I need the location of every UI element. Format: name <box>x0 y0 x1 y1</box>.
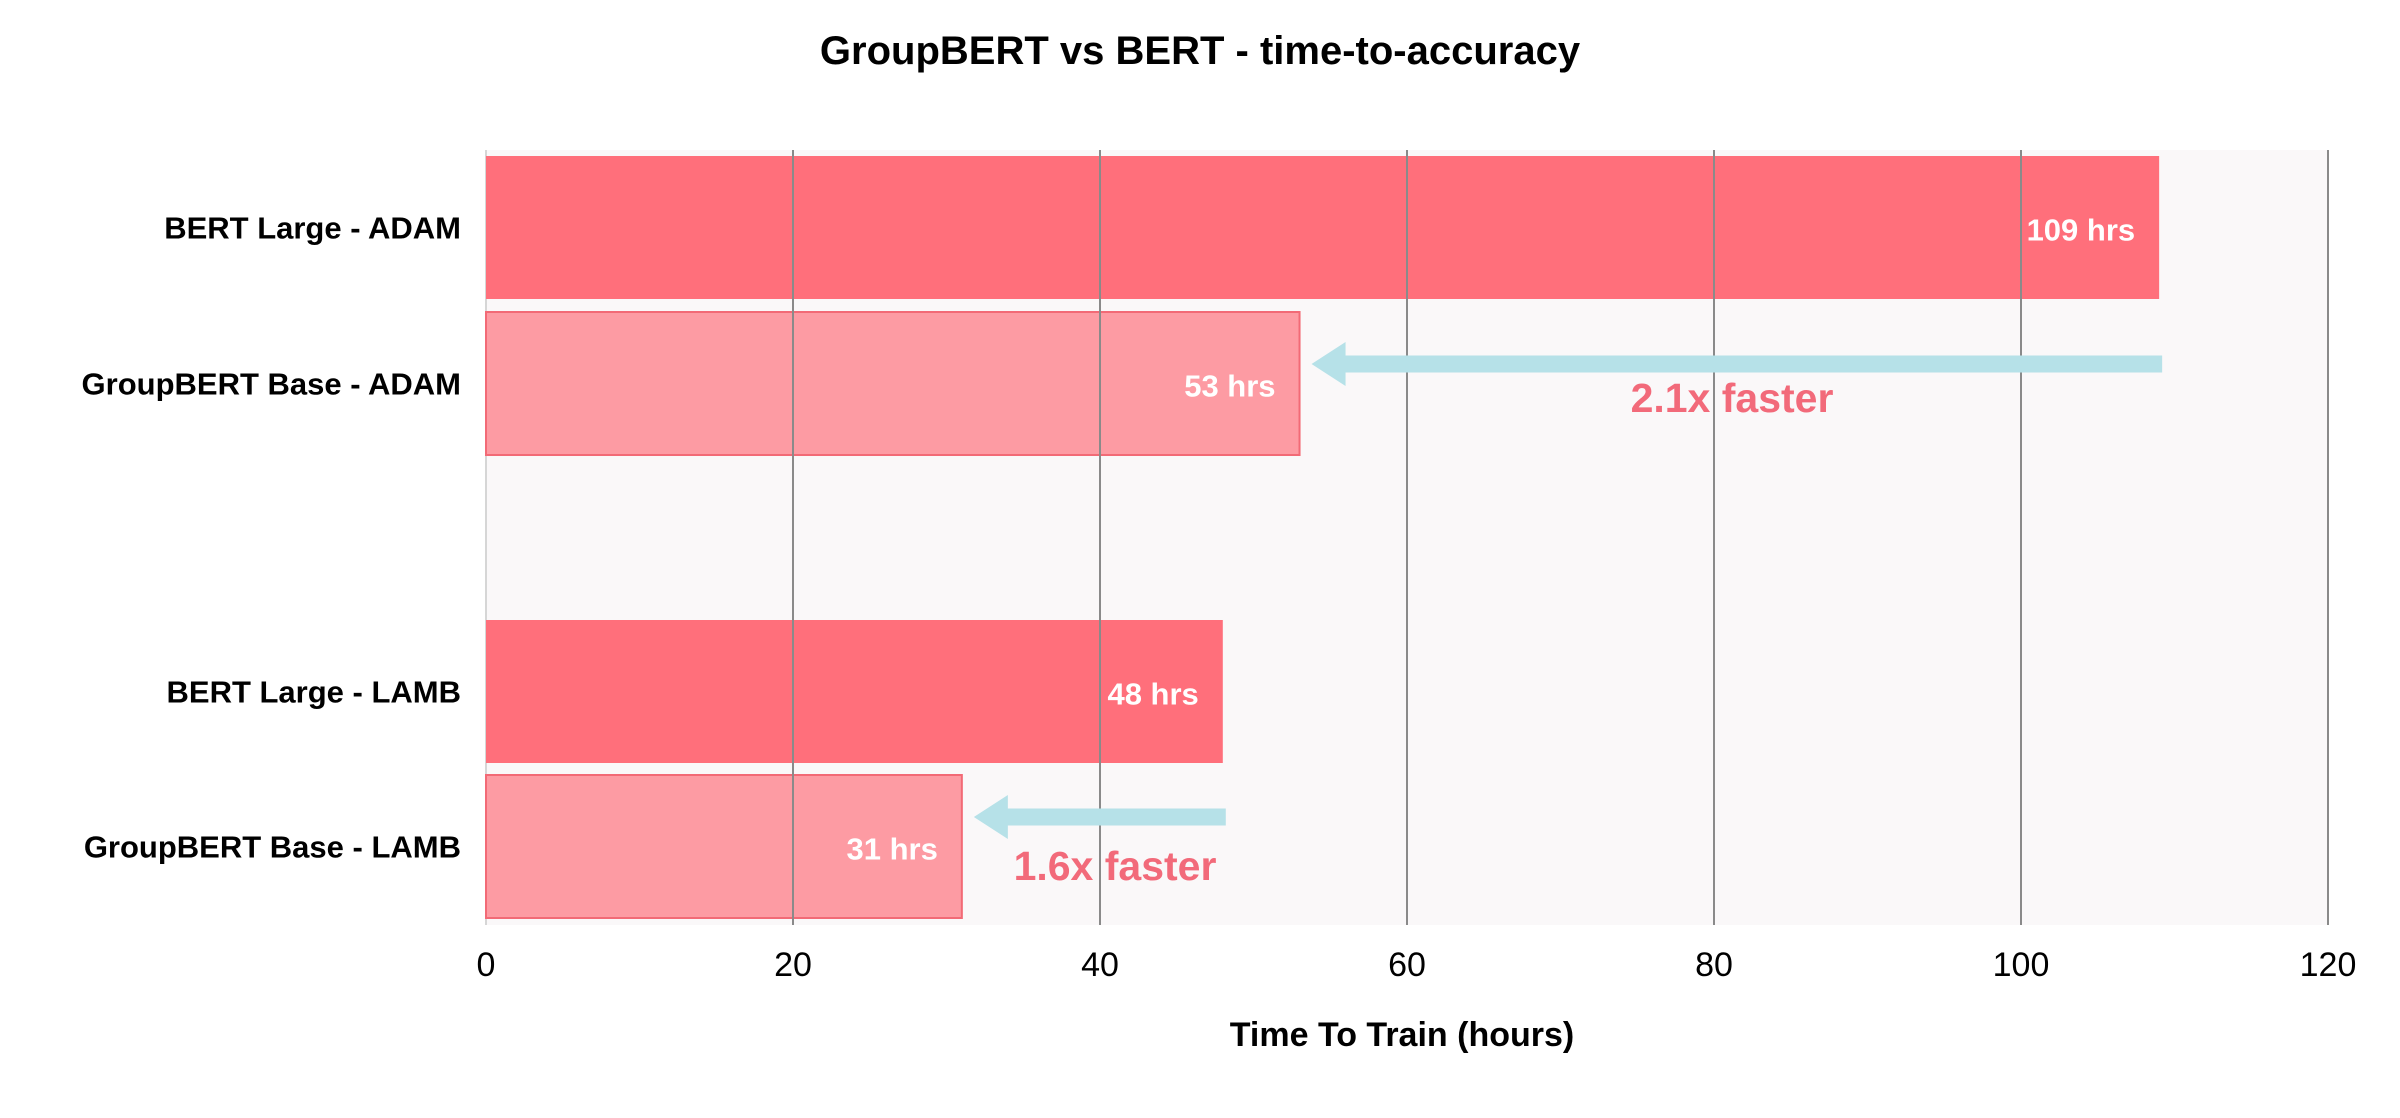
x-axis-label: Time To Train (hours) <box>1230 1016 1574 1054</box>
bar-3 <box>485 774 963 919</box>
annotation-text-1: 1.6x faster <box>1014 843 1217 889</box>
annotation-arrow-head-0 <box>1311 342 1346 386</box>
bar-0 <box>486 156 2160 299</box>
bar-1 <box>485 311 1301 456</box>
annotation-arrow-head-1 <box>973 795 1008 839</box>
plot-area: BERT Large - ADAM GroupBERT Base - ADAM BE… <box>82 150 2357 984</box>
data-label-2: 48 hrs <box>1107 677 1198 712</box>
x-tick-label-2: 40 <box>1081 946 1119 984</box>
annotation-text-0: 2.1x faster <box>1631 375 1834 421</box>
x-tick-label-5: 100 <box>1993 946 2050 984</box>
data-label-1: 53 hrs <box>1184 369 1275 404</box>
category-label-3: GroupBERT Base - LAMB <box>84 830 461 865</box>
x-tick-label-6: 120 <box>2300 946 2357 984</box>
x-tick-label-3: 60 <box>1388 946 1426 984</box>
data-label-0: 109 hrs <box>2027 213 2136 248</box>
chart-title: GroupBERT vs BERT - time-to-accuracy <box>820 29 1581 73</box>
x-tick-label-1: 20 <box>774 946 812 984</box>
x-tick-label-0: 0 <box>477 946 496 984</box>
data-label-3: 31 hrs <box>847 832 938 867</box>
x-tick-label-4: 80 <box>1695 946 1733 984</box>
category-label-2: BERT Large - LAMB <box>167 675 462 710</box>
category-label-1: GroupBERT Base - ADAM <box>82 367 461 402</box>
category-label-0: BERT Large - ADAM <box>164 211 461 246</box>
